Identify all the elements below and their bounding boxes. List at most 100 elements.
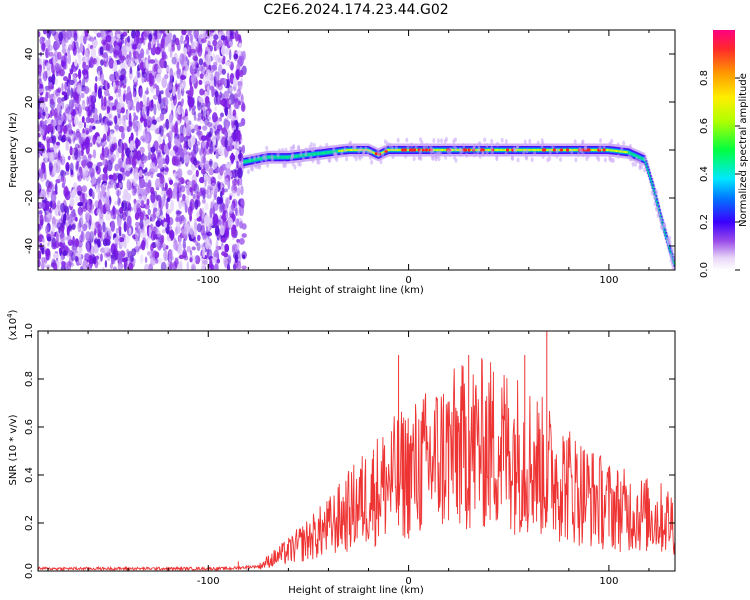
spectrogram-noise-cell [155, 258, 159, 264]
spectrogram-noise-cell [155, 238, 161, 248]
spectrogram-noise-cell [58, 247, 62, 253]
spectrogram-noise-cell [69, 79, 75, 86]
spectrogram-noise-cell [71, 223, 76, 230]
spectrogram-noise-cell [221, 245, 225, 252]
spectrogram-noise-cell [88, 188, 94, 197]
spectrogram-noise-cell [57, 97, 62, 104]
spectrogram-noise-cell [105, 34, 112, 43]
spectrogram-noise-cell [139, 254, 144, 264]
spectrogram-noise-cell [88, 219, 91, 230]
spectrogram-noise-cell [189, 214, 193, 222]
spectrogram-noise-cell [130, 132, 134, 141]
spectrogram-noise-cell [82, 154, 88, 167]
spectrogram-noise-cell [45, 111, 49, 119]
spectrogram-noise-cell [191, 180, 198, 192]
spectrogram-noise-cell [185, 124, 192, 137]
spectrogram-noise-cell [68, 224, 73, 231]
spectrogram-halo-cell [478, 153, 482, 159]
spectrogram-noise-cell [150, 99, 154, 109]
spectrogram-noise-cell [98, 217, 104, 224]
spectrogram-noise-cell [229, 87, 233, 92]
spectrogram-noise-cell [51, 184, 55, 192]
spectrogram-plot-area [38, 30, 675, 270]
spectrogram-noise-cell [184, 115, 189, 124]
spectrogram-noise-cell [38, 223, 41, 232]
spectrogram-noise-cell [90, 221, 96, 232]
spectrogram-noise-cell [76, 160, 79, 167]
spectrogram-noise-cell [92, 149, 97, 159]
spectrogram-noise-cell [189, 257, 193, 263]
spectrogram-noise-cell [201, 142, 205, 148]
spectrogram-noise-cell [168, 121, 174, 130]
spectrogram-noise-cell [145, 48, 150, 55]
spectrogram-noise-cell [109, 73, 115, 82]
spectrogram-noise-cell [236, 141, 240, 150]
spectrogram-noise-cell [87, 198, 90, 211]
spectrogram-noise-cell [103, 164, 108, 174]
spectrogram-noise-cell [114, 182, 118, 190]
spectrogram-noise-cell [102, 183, 108, 188]
spectrogram-noise-cell [139, 218, 144, 230]
spectrogram-noise-cell [87, 43, 91, 50]
spectrogram-noise-cell [38, 31, 41, 38]
spectrogram-noise-cell [238, 42, 242, 48]
spectrogram-noise-cell [55, 133, 59, 140]
spectrogram-halo-cell [404, 153, 408, 159]
spectrogram-noise-cell [102, 158, 109, 167]
spectrogram-noise-cell [207, 85, 210, 97]
spectrogram-noise-cell [54, 78, 58, 86]
spectrogram-noise-cell [206, 193, 212, 199]
spectrogram-noise-cell [217, 83, 223, 91]
spectrogram-noise-cell [218, 116, 222, 122]
spectrogram-noise-cell [229, 35, 234, 40]
spectrogram-noise-cell [49, 211, 53, 220]
spectrogram-noise-cell [209, 30, 215, 33]
spectrogram-noise-cell [112, 205, 116, 216]
spectrogram-noise-cell [45, 205, 50, 211]
spectrogram-noise-cell [223, 90, 229, 100]
spectrogram-noise-cell [239, 221, 244, 229]
spectrogram-halo-cell [650, 190, 654, 196]
spectrogram-halo-cell [631, 161, 635, 167]
spectrogram-noise-cell [155, 117, 162, 123]
spectrogram-noise-cell [190, 41, 195, 50]
spectrogram-noise-cell [48, 161, 53, 173]
spectrogram-noise-cell [224, 120, 229, 129]
spectrogram-noise-cell [172, 84, 176, 97]
spectrogram-noise-cell [56, 222, 62, 230]
spectrogram-noise-cell [48, 51, 54, 57]
spectrogram-noise-cell [89, 125, 93, 133]
spectrogram-noise-cell [224, 243, 230, 253]
spectrogram-noise-cell [216, 124, 223, 131]
spectrogram-noise-cell [183, 60, 190, 72]
spectrogram-noise-cell [133, 75, 138, 83]
spectrogram-noise-cell [82, 259, 88, 267]
spectrogram-noise-cell [106, 246, 110, 255]
spectrogram-noise-cell [122, 193, 127, 201]
spectrogram-noise-cell [84, 193, 88, 199]
spectrogram-noise-cell [81, 69, 88, 76]
spectrogram-noise-cell [83, 121, 87, 129]
spectrogram-noise-cell [74, 106, 79, 115]
spectrogram-noise-cell [145, 174, 149, 182]
spectrogram-noise-cell [38, 183, 42, 194]
spectrogram-noise-cell [47, 242, 50, 247]
spectrogram-noise-cell [224, 150, 228, 159]
spectrogram-noise-cell [240, 77, 244, 90]
spectrogram-noise-cell [125, 260, 128, 270]
spectrogram-noise-cell [78, 106, 82, 117]
spectrogram-noise-cell [211, 64, 218, 71]
spectrogram-noise-cell [139, 161, 145, 169]
spectrogram-noise-cell [165, 148, 170, 157]
spectrogram-noise-cell [108, 58, 115, 69]
spectrogram-noise-cell [241, 250, 247, 260]
spectrogram-halo-cell [485, 143, 489, 148]
spectrogram-noise-cell [104, 88, 110, 97]
spectrogram-noise-cell [39, 202, 46, 209]
spectrogram-noise-cell [192, 193, 198, 200]
spectrogram-noise-cell [51, 200, 57, 210]
spectrogram-noise-cell [148, 33, 153, 43]
spectrogram-noise-cell [137, 240, 141, 247]
spectrogram-halo-cell [551, 143, 555, 149]
spectrogram-noise-cell [172, 156, 178, 166]
